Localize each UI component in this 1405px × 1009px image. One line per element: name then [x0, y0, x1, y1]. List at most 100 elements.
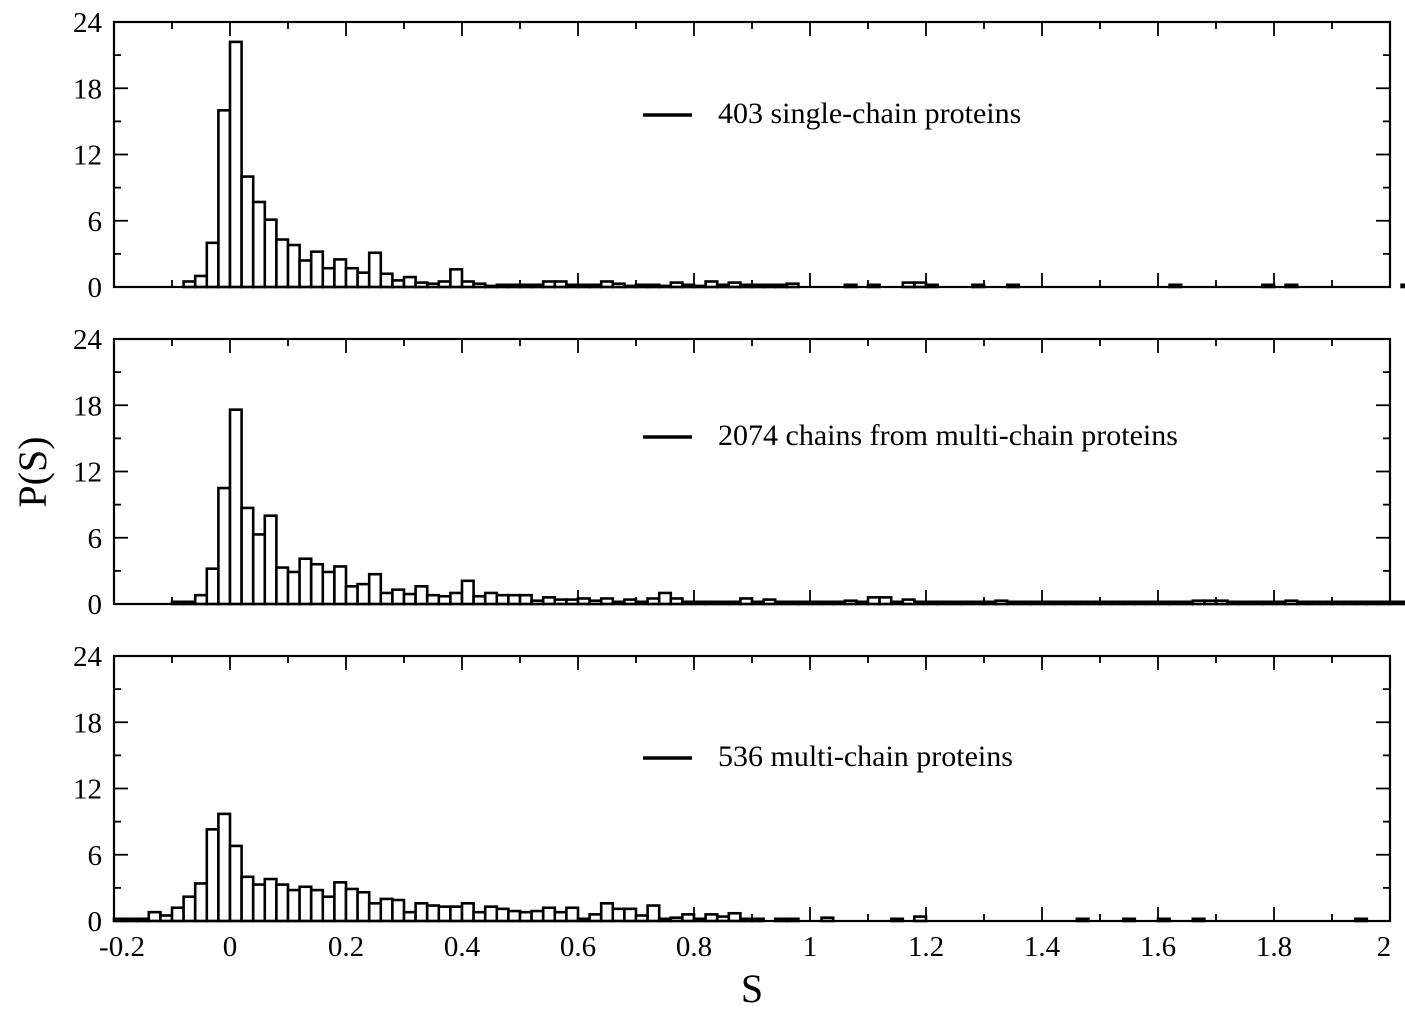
histogram-bar: [321, 570, 336, 606]
histogram-bar: [402, 592, 417, 606]
x-tick-label: 1.4: [1024, 931, 1061, 963]
histogram-bar: [228, 40, 243, 289]
histogram-bar: [147, 910, 162, 923]
histogram-bar: [333, 565, 348, 606]
histogram-bar: [263, 514, 278, 606]
histogram-bar: [472, 910, 487, 923]
histogram-bar: [263, 877, 278, 923]
y-tick-label: 0: [88, 589, 103, 621]
panel-1: 0 6 12 18 24 403 single-chain proteins: [73, 7, 1405, 304]
histogram-bar: [530, 909, 545, 923]
histogram-bar: [623, 907, 638, 923]
histogram-bar: [379, 272, 394, 289]
histogram-bar: [437, 594, 452, 606]
y-tick-label: 24: [73, 324, 103, 356]
histogram-bar: [217, 486, 232, 606]
histogram-bar: [286, 570, 301, 606]
legend-label: 2074 chains from multi-chain proteins: [718, 419, 1178, 452]
histogram-bar: [367, 902, 383, 923]
y-tick-label: 18: [73, 707, 102, 739]
histogram-bar: [367, 251, 383, 289]
histogram-bar: [298, 557, 313, 606]
y-tick-label: 18: [73, 390, 102, 422]
histogram-bar: [205, 567, 220, 606]
plot-frame: [112, 20, 1392, 289]
histogram-bar: [379, 591, 394, 606]
histogram-bar: [356, 890, 371, 923]
histogram-bar: [286, 243, 301, 289]
histogram-bar: [356, 582, 371, 606]
histogram-bar: [193, 274, 209, 289]
histogram-bar: [240, 875, 255, 923]
histogram-bar: [391, 588, 406, 606]
histogram-bar: [263, 218, 278, 289]
y-tick-label: 24: [73, 7, 103, 39]
x-tick-label: 0.2: [328, 931, 364, 963]
x-tick-label: 2: [1377, 931, 1392, 963]
legend-label: 403 single-chain proteins: [718, 97, 1021, 130]
x-tick-label: 0.6: [560, 931, 596, 963]
histogram-bar: [321, 266, 336, 289]
y-tick-label: 6: [88, 523, 103, 555]
histogram-bar: [449, 268, 464, 289]
histogram-bar: [646, 904, 661, 923]
histogram-bar: [344, 266, 359, 289]
histogram-bar: [611, 907, 626, 923]
histogram-bar: [565, 906, 580, 923]
histogram-bar: [251, 200, 267, 289]
histogram-bar: [553, 910, 568, 923]
histogram-bar: [379, 897, 394, 923]
histogram-bar: [286, 888, 301, 923]
histogram-bar: [240, 175, 255, 289]
histogram-bar: [414, 902, 429, 923]
x-tick-label: -0.2: [99, 931, 145, 963]
histogram-bar: [425, 904, 441, 923]
y-tick-label: 0: [88, 906, 103, 938]
histogram-bar: [217, 109, 232, 289]
histogram-bar: [298, 885, 313, 923]
x-tick-label: 1.6: [1140, 931, 1176, 963]
histogram-bar: [240, 506, 255, 606]
histogram-bar: [205, 828, 220, 923]
histogram-bar: [228, 408, 243, 606]
x-tick-label: 0: [223, 931, 238, 963]
y-tick-label: 12: [73, 457, 102, 489]
histogram-bar: [518, 593, 533, 606]
histogram-bar: [309, 562, 325, 606]
histogram-bar: [483, 905, 499, 923]
histogram-bar: [599, 902, 615, 923]
histogram-bar: [309, 888, 325, 923]
histogram-bar: [298, 259, 313, 289]
histogram-bar: [391, 898, 406, 923]
histogram-bar: [275, 238, 290, 289]
histogram-bar: [1388, 600, 1403, 606]
histogram-bar: [170, 906, 185, 923]
x-tick-label: 0.4: [444, 931, 481, 963]
histogram-bar: [275, 566, 290, 606]
y-axis-title: P(S): [10, 436, 55, 507]
histogram-bar: [414, 585, 429, 606]
histogram-bar: [228, 844, 243, 923]
histogram-bar: [367, 572, 383, 606]
histogram-bar: [425, 593, 441, 606]
histogram-bar: [541, 906, 557, 923]
histogram-bar: [217, 812, 232, 923]
legend-label: 536 multi-chain proteins: [718, 740, 1013, 773]
histogram-bar: [460, 579, 475, 606]
histogram-bar: [472, 594, 487, 606]
x-axis-title: S: [741, 966, 763, 1009]
plot-frame: [112, 654, 1392, 923]
histogram-bar: [507, 593, 522, 606]
histogram-bar: [1400, 283, 1405, 289]
y-tick-label: 0: [88, 272, 103, 304]
histogram-bar: [495, 593, 510, 606]
histogram-bar: [402, 275, 417, 289]
histogram-bar: [449, 591, 464, 606]
histogram-bar: [309, 250, 325, 289]
histogram-bar: [1400, 600, 1405, 606]
y-tick-label: 12: [73, 140, 102, 172]
histogram-bar: [193, 882, 209, 923]
